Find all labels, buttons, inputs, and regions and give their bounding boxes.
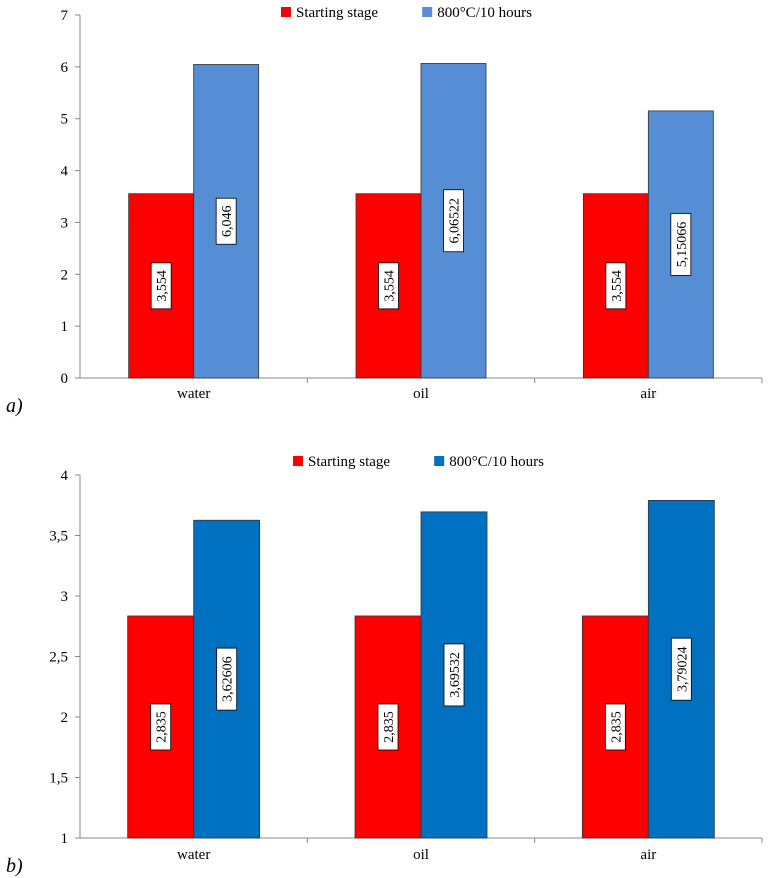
y-tick-label: 6 <box>61 60 69 76</box>
category-label: water <box>177 847 210 863</box>
data-label-box <box>443 189 464 253</box>
data-label: 3,62606 <box>216 647 238 711</box>
y-tick-label: 1 <box>61 319 69 335</box>
data-label-text: 3,554 <box>155 270 170 302</box>
legend-swatch <box>293 456 303 466</box>
data-label-box <box>377 703 399 751</box>
y-tick-label: 4 <box>61 468 69 484</box>
legend-swatch <box>422 7 433 17</box>
data-label: 3,554 <box>378 262 399 310</box>
y-tick-label: 4 <box>61 164 69 180</box>
y-tick-label: 2 <box>61 710 69 726</box>
y-tick-label: 3 <box>61 589 69 605</box>
category-label: water <box>177 386 210 402</box>
data-label: 6,06522 <box>443 189 464 253</box>
legend-label: 800°C/10 hours <box>449 454 544 470</box>
category-label: oil <box>413 847 429 863</box>
legend-swatch <box>434 456 445 466</box>
data-label: 2,835 <box>150 703 172 751</box>
y-tick-label: 7 <box>61 8 69 24</box>
category-label: air <box>640 386 656 402</box>
data-label-text: 2,835 <box>155 711 170 743</box>
panel-label: b) <box>6 855 23 877</box>
data-label-box <box>670 637 692 701</box>
data-label-text: 6,06522 <box>448 198 463 244</box>
chart-panel-a: 0 1 2 3 4 5 6 7 water 3,554 6,046 oil 3,554 6,06522 ai… <box>6 5 763 417</box>
data-label-text: 3,69532 <box>448 652 463 698</box>
data-label-text: 2,835 <box>382 711 397 743</box>
data-label-box <box>605 262 627 310</box>
data-label-text: 3,554 <box>383 270 398 302</box>
data-label-box <box>604 703 626 751</box>
bar-oil-heated <box>420 511 488 839</box>
data-label: 3,69532 <box>443 643 465 707</box>
data-label-text: 3,79024 <box>675 646 690 692</box>
panel-label: a) <box>6 395 23 417</box>
data-label-box <box>378 262 399 310</box>
data-label-box <box>150 262 172 310</box>
data-label: 6,046 <box>215 197 237 245</box>
data-label-box <box>443 643 465 707</box>
y-tick-label: 1,5 <box>49 771 68 787</box>
y-tick-label: 3 <box>61 215 69 231</box>
data-label-text: 3,62606 <box>221 656 236 702</box>
chart-panel-b: 1 1,5 2 2,5 3 3,5 4 water 2,835 3,62606 oil 2,835 3,… <box>6 454 763 877</box>
data-label-text: 6,046 <box>220 205 235 237</box>
y-tick-label: 2 <box>61 267 69 283</box>
y-tick-label: 0 <box>61 371 69 387</box>
legend-swatch <box>281 7 291 17</box>
data-label-box <box>216 647 238 711</box>
y-tick-label: 3,5 <box>49 529 68 545</box>
data-label-text: 3,554 <box>610 270 625 302</box>
y-tick-label: 2,5 <box>49 650 68 666</box>
data-label: 5,15066 <box>670 213 692 276</box>
legend-label: Starting stage <box>296 5 378 21</box>
data-label: 3,554 <box>605 262 627 310</box>
data-label-box <box>670 213 692 276</box>
legend-label: 800°C/10 hours <box>437 5 532 21</box>
data-label-box <box>215 197 237 245</box>
data-label: 3,79024 <box>670 637 692 701</box>
data-label: 2,835 <box>377 703 399 751</box>
legend-label: Starting stage <box>308 454 390 470</box>
y-tick-label: 1 <box>61 831 69 847</box>
data-label: 2,835 <box>604 703 626 751</box>
data-label: 3,554 <box>150 262 172 310</box>
data-label-text: 5,15066 <box>675 222 690 268</box>
data-label-text: 2,835 <box>609 711 624 743</box>
data-label-box <box>150 703 172 751</box>
y-tick-label: 5 <box>61 112 69 128</box>
category-label: oil <box>413 386 429 402</box>
category-label: air <box>640 847 656 863</box>
